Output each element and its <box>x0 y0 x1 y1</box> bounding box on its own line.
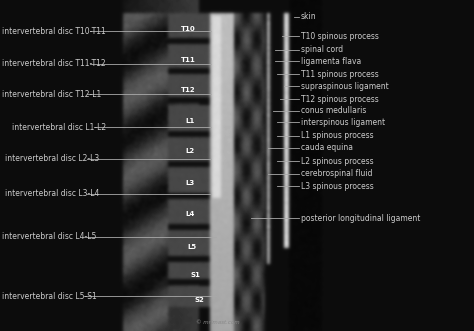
Text: supraspinous ligament: supraspinous ligament <box>301 81 389 91</box>
Text: skin: skin <box>301 12 317 21</box>
Text: cauda equina: cauda equina <box>301 143 353 153</box>
Text: cerebrospinal fluid: cerebrospinal fluid <box>301 169 373 178</box>
Text: L2 spinous process: L2 spinous process <box>301 157 374 166</box>
Text: ligamenta flava: ligamenta flava <box>301 57 361 66</box>
Text: L1: L1 <box>185 118 194 124</box>
Text: intervertebral disc T10-T11: intervertebral disc T10-T11 <box>2 27 106 36</box>
Text: L3: L3 <box>185 180 194 186</box>
Text: T12: T12 <box>182 87 196 93</box>
Text: intervertebral disc L3-L4: intervertebral disc L3-L4 <box>5 189 99 198</box>
Text: © mrimast.com: © mrimast.com <box>196 320 240 325</box>
Text: L4: L4 <box>185 212 194 217</box>
Text: conus medullaris: conus medullaris <box>301 106 366 116</box>
Text: S1: S1 <box>191 272 201 278</box>
Text: intervertebral disc L5-S1: intervertebral disc L5-S1 <box>2 292 97 301</box>
Text: L1 spinous process: L1 spinous process <box>301 131 374 140</box>
Text: S2: S2 <box>194 297 204 303</box>
Text: T10: T10 <box>181 26 196 32</box>
Text: T11: T11 <box>181 57 196 63</box>
Text: posterior longitudinal ligament: posterior longitudinal ligament <box>301 214 420 223</box>
Text: intervertebral disc L2-L3: intervertebral disc L2-L3 <box>5 154 99 164</box>
Text: interspinous ligament: interspinous ligament <box>301 118 385 127</box>
Text: intervertebral disc T11-T12: intervertebral disc T11-T12 <box>2 59 106 68</box>
Text: L5: L5 <box>187 244 197 250</box>
Text: intervertebral disc L4-L5: intervertebral disc L4-L5 <box>2 232 97 241</box>
Text: intervertebral disc L1-L2: intervertebral disc L1-L2 <box>12 123 106 132</box>
Text: L3 spinous process: L3 spinous process <box>301 181 374 191</box>
Text: spinal cord: spinal cord <box>301 45 343 54</box>
Text: T10 spinous process: T10 spinous process <box>301 32 379 41</box>
Text: L2: L2 <box>185 148 194 154</box>
Text: T12 spinous process: T12 spinous process <box>301 95 379 104</box>
Text: T11 spinous process: T11 spinous process <box>301 70 379 79</box>
Text: intervertebral disc T12-L1: intervertebral disc T12-L1 <box>2 90 101 99</box>
